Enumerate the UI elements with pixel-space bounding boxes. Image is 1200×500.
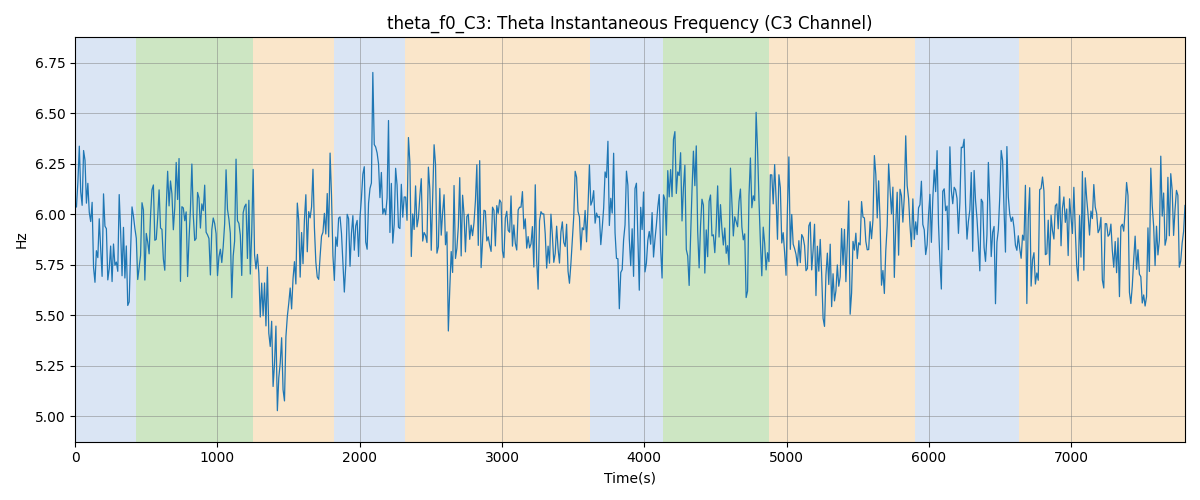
Bar bbox=[334, 38, 406, 442]
Bar bbox=[662, 38, 769, 442]
X-axis label: Time(s): Time(s) bbox=[604, 471, 656, 485]
Y-axis label: Hz: Hz bbox=[14, 230, 29, 248]
Bar bbox=[137, 38, 253, 442]
Bar bbox=[76, 38, 137, 442]
Bar bbox=[406, 38, 590, 442]
Bar bbox=[769, 38, 914, 442]
Bar bbox=[590, 38, 662, 442]
Bar bbox=[1019, 38, 1186, 442]
Bar bbox=[914, 38, 1019, 442]
Bar bbox=[253, 38, 334, 442]
Title: theta_f0_C3: Theta Instantaneous Frequency (C3 Channel): theta_f0_C3: Theta Instantaneous Frequen… bbox=[388, 15, 872, 34]
